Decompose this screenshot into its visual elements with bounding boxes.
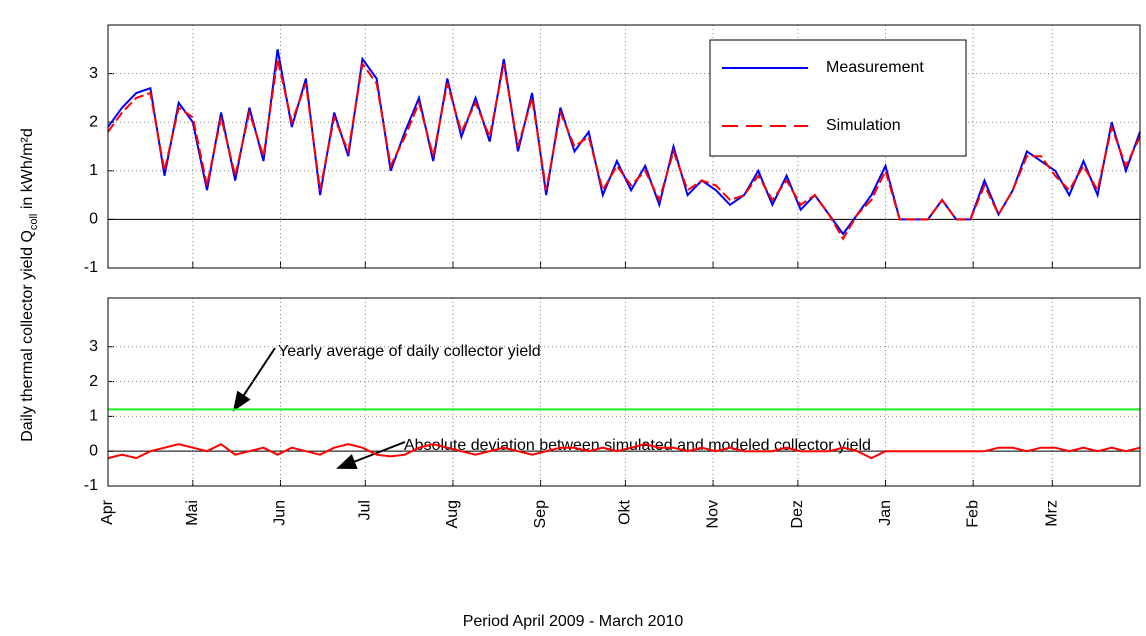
x-tick-label: Okt (617, 499, 634, 524)
x-tick-label: Dez (789, 500, 806, 528)
y-tick-label: 3 (89, 65, 98, 82)
y-tick-label: -1 (84, 259, 98, 276)
legend-box (709, 39, 967, 157)
y-label-sub: coll (28, 214, 40, 231)
plot-frame (107, 24, 1141, 269)
series-line (107, 443, 1141, 460)
y-tick-label: -1 (84, 477, 98, 494)
x-tick-label: Feb (964, 500, 981, 528)
annotation-arrow (336, 441, 406, 469)
y-label-unit: in kWh/m²d (19, 128, 36, 213)
x-tick-label: Apr (99, 499, 116, 525)
plot-frame (107, 297, 1141, 487)
x-tick-label: Jul (357, 500, 374, 520)
x-tick-label: Sep (532, 500, 549, 529)
annotation: Yearly average of daily collector yield (278, 343, 541, 360)
x-tick-label: Aug (444, 500, 461, 528)
y-label-main: Daily thermal collector yield Q (19, 230, 36, 442)
legend-label: Measurement (826, 59, 924, 76)
series-line (107, 49, 1141, 236)
y-tick-label: 3 (89, 338, 98, 355)
x-tick-label: Jan (877, 500, 894, 526)
x-tick-label: Nov (704, 500, 721, 528)
y-tick-label: 2 (89, 373, 98, 390)
x-tick-label: Mai (184, 500, 201, 526)
y-tick-label: 0 (89, 442, 98, 459)
x-tick-label: Jun (272, 500, 289, 526)
x-tick-label: Mrz (1044, 500, 1061, 527)
y-tick-label: 2 (89, 113, 98, 130)
series-line (107, 58, 1141, 241)
x-axis-label: Period April 2009 - March 2010 (463, 613, 684, 630)
y-axis-label: Daily thermal collector yield Qcoll in k… (19, 128, 40, 441)
legend-label: Simulation (826, 117, 901, 134)
y-tick-label: 1 (89, 408, 98, 425)
y-tick-label: 0 (89, 211, 98, 228)
y-tick-label: 1 (89, 162, 98, 179)
annotation-arrow (232, 347, 276, 412)
